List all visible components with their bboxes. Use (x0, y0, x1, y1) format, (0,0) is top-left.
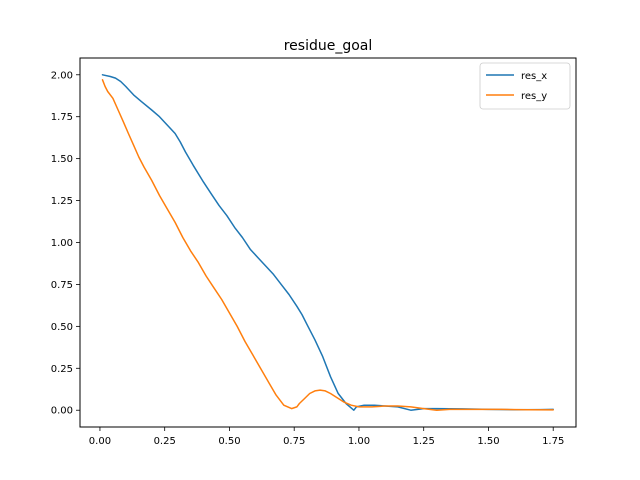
y-tick-label: 1.25 (51, 196, 73, 207)
x-tick-label: 1.75 (542, 436, 564, 447)
y-tick-label: 2.00 (51, 70, 73, 81)
series-lines (101, 74, 554, 411)
x-tick-label: 1.50 (477, 436, 499, 447)
y-tick-label: 0.75 (51, 280, 73, 291)
y-tick-label: 1.75 (51, 112, 73, 123)
y-tick-label: 0.00 (51, 406, 73, 417)
x-tick-label: 0.50 (218, 436, 240, 447)
legend-label: res_x (521, 71, 547, 82)
y-tick-label: 0.50 (51, 322, 73, 333)
x-tick-label: 1.25 (413, 436, 435, 447)
y-tick-label: 1.00 (51, 238, 73, 249)
legend-label: res_y (521, 91, 547, 102)
y-axis: 0.00 0.25 0.50 0.75 1.00 1.25 1.50 1.75 2.00 (51, 70, 80, 417)
x-tick-label: 0.25 (154, 436, 176, 447)
legend: res_x res_y (479, 62, 571, 110)
x-tick-label: 1.00 (348, 436, 370, 447)
chart-title: residue_goal (284, 38, 373, 54)
x-tick-label: 0.75 (283, 436, 305, 447)
series-line-res-x (101, 74, 554, 411)
x-tick-label: 0.00 (89, 436, 111, 447)
y-tick-label: 0.25 (51, 364, 73, 375)
legend-box (479, 62, 571, 110)
y-tick-label: 1.50 (51, 154, 73, 165)
x-axis: 0.00 0.25 0.50 0.75 1.00 1.25 1.50 1.75 (89, 427, 564, 447)
series-line-res-y (101, 79, 554, 411)
